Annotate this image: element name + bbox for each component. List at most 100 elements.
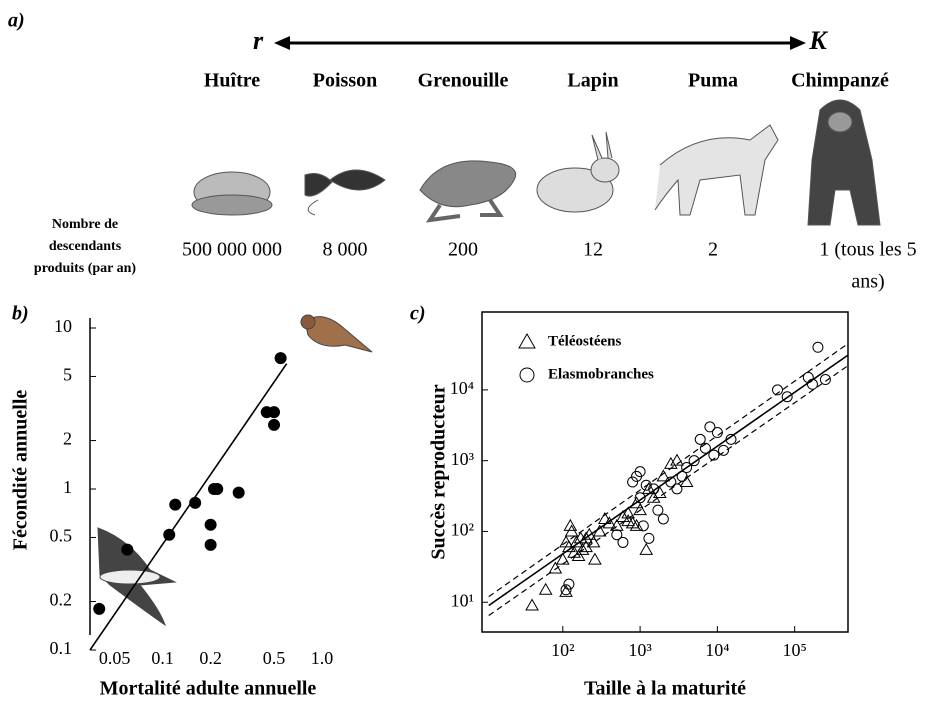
fit-line [488, 354, 849, 607]
offspring-count: 12 [583, 239, 603, 261]
point [602, 516, 617, 529]
x-axis-title: Taille à la maturité [584, 678, 746, 700]
point [93, 602, 106, 615]
panel-label: c) [410, 303, 426, 325]
point [637, 520, 649, 532]
point [579, 540, 593, 553]
y-axis-title: Fécondité annuelle [10, 390, 32, 551]
panel-label: b) [12, 303, 29, 325]
bird-illustrations [97, 314, 373, 627]
point [575, 542, 590, 555]
point [268, 406, 281, 419]
point [268, 418, 281, 431]
point [665, 476, 677, 488]
point [652, 504, 664, 516]
point [169, 498, 182, 511]
point [633, 503, 647, 516]
x-tick-label: 0.05 [99, 648, 131, 668]
point [717, 444, 729, 456]
point [671, 483, 683, 495]
point [634, 466, 646, 478]
legend-label: Elasmobranches [548, 366, 654, 382]
offspring-count: 1 (tous les 5 [819, 239, 916, 261]
point [663, 456, 678, 469]
point [616, 510, 630, 523]
panel-label: a) [8, 10, 25, 32]
legend-label: Téléostéens [548, 333, 621, 349]
point [274, 352, 287, 365]
point [588, 552, 602, 565]
k-label: K [808, 26, 828, 55]
point [189, 496, 202, 509]
x-axis-title: Mortalité adulte annuelle [100, 678, 317, 700]
point [232, 486, 245, 499]
point [634, 492, 646, 504]
point [625, 516, 640, 529]
offspring-count: 200 [448, 239, 478, 261]
point [571, 549, 586, 562]
point [598, 511, 612, 525]
point [648, 483, 660, 495]
r-label: r [253, 26, 264, 55]
point [621, 514, 635, 527]
point [688, 455, 700, 467]
x-tick-label: 0.5 [263, 648, 286, 668]
y-tick-label: 2 [63, 429, 72, 449]
point [670, 453, 684, 466]
y-tick-label: 10³ [451, 449, 475, 469]
species-name: Chimpanzé [791, 70, 889, 92]
point [204, 538, 217, 551]
point [555, 552, 570, 565]
y-tick-label: 0.5 [50, 526, 73, 546]
point [211, 483, 224, 495]
y-axis-title: Succès reproducteur [428, 384, 450, 559]
point [681, 462, 693, 474]
offspring-count: 500 000 000 [182, 239, 282, 261]
point [586, 535, 601, 548]
point [639, 542, 654, 555]
x-tick-label: 10⁴ [705, 640, 729, 660]
point [819, 374, 831, 386]
y-tick-label: 10² [451, 520, 474, 540]
point [699, 442, 711, 454]
legend-marker [518, 332, 536, 349]
point [646, 490, 661, 503]
point [579, 531, 593, 544]
y-tick-label: 1 [63, 477, 72, 497]
point [559, 535, 573, 548]
point [772, 384, 784, 396]
fit-line [488, 343, 849, 598]
offspring-count: 8 000 [323, 239, 368, 261]
x-tick-label: 0.1 [151, 648, 174, 668]
y-tick-label: 5 [63, 365, 72, 385]
row-label: descendants [49, 239, 122, 254]
x-tick-label: 10² [551, 640, 574, 660]
point [592, 524, 607, 537]
row-label: Nombre de [52, 217, 118, 232]
point [656, 469, 671, 482]
y-tick-label: 10⁴ [450, 378, 474, 398]
y-tick-label: 10 [54, 316, 72, 336]
point [657, 513, 669, 525]
legend-marker [519, 367, 535, 383]
point [564, 524, 579, 537]
species-name: Huître [204, 70, 260, 92]
fit-line [89, 363, 288, 651]
x-tick-label: 1.0 [311, 648, 334, 668]
point [627, 476, 639, 488]
y-tick-label: 0.1 [50, 638, 73, 658]
point [525, 598, 539, 611]
point [708, 449, 720, 461]
point [711, 427, 723, 439]
point [548, 561, 563, 574]
point [642, 481, 656, 494]
point [812, 341, 824, 353]
fit-line [488, 365, 849, 616]
animal-illustrations [191, 99, 881, 226]
row-label: produits (par an) [34, 261, 137, 276]
point [204, 518, 217, 531]
point [676, 470, 688, 482]
point [609, 518, 624, 531]
